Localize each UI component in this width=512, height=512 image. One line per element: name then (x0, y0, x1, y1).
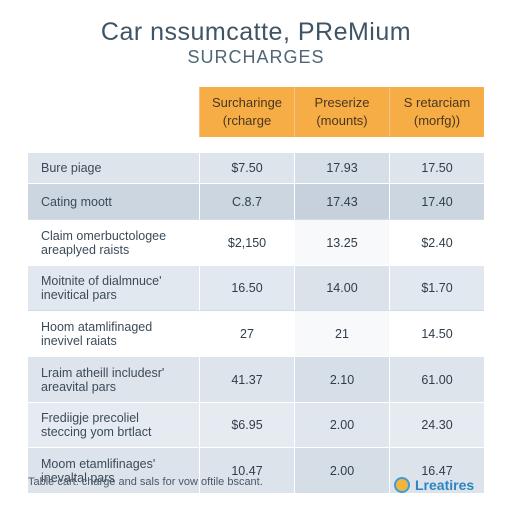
row-label-line: Moom etamlifinages' (41, 456, 156, 471)
table-cell: 13.25 (294, 219, 389, 265)
header-spacer (28, 137, 199, 152)
table-cell: 14.00 (294, 265, 389, 310)
table-cell: 41.37 (199, 356, 294, 402)
table-cell: 14.50 (389, 310, 484, 356)
brand-name: Lreatires (415, 477, 475, 493)
table-cell: 27 (199, 310, 294, 356)
table-cell: 10.47 (199, 447, 294, 493)
column-header-3: S retarciam (morfg)) (389, 87, 484, 137)
row-label: Moitnite of dialmnuce' inevitical pars (28, 265, 199, 310)
row-label-line: Frediigje precoliel (41, 411, 139, 425)
row-label: Hoom atamlifinaged inevivel raiats (28, 310, 199, 356)
header-spacer (389, 137, 484, 152)
table-cell: $2.40 (389, 219, 484, 265)
row-label: Frediigje precoliel steccing yom brtlact (28, 402, 199, 447)
column-header-2: Preserize (mounts) (294, 87, 389, 137)
row-label: Claim omerbuctologee areaplyed raists (28, 219, 199, 265)
column-header-1: Surcharinge (rcharge (199, 87, 294, 137)
row-label: Bure piage (28, 152, 199, 183)
row-label: Lraim atheill includesr' areavital pars (28, 356, 199, 402)
header-corner (28, 87, 199, 137)
row-label-line: inevaltal pars (41, 470, 115, 485)
row-label-line: inevitical pars (41, 288, 117, 302)
table-cell: $7.50 (199, 152, 294, 183)
table-cell: 2.10 (294, 356, 389, 402)
row-label-line: Lraim atheill includesr' (41, 365, 165, 380)
row-label: Moom etamlifinages' inevaltal pars (28, 447, 199, 493)
table-cell: C.8.7 (199, 183, 294, 219)
table-cell: 17.40 (389, 183, 484, 219)
table-cell: 16.50 (199, 265, 294, 310)
chart-title: Car nssumcatte, PReMium (100, 18, 412, 46)
brand-logo: Lreatires (394, 477, 474, 493)
chart-subtitle: SURCHARGES (187, 47, 325, 67)
table-cell: 24.30 (389, 402, 484, 447)
brand-badge-icon (394, 477, 410, 493)
footnote: Table cart. charge and sals for vow ofti… (28, 476, 263, 488)
table-cell: 17.43 (294, 183, 389, 219)
row-label-line: Hoom atamlifinaged (41, 319, 153, 334)
column-header-line: (rcharge (222, 113, 272, 128)
column-header-line: (morfg)) (413, 113, 461, 128)
row-label: Cating moott (28, 183, 199, 219)
table-cell: 17.50 (389, 152, 484, 183)
table-cell: $6.95 (199, 402, 294, 447)
row-label-line: Cating moott (41, 194, 112, 209)
column-header-line: (mounts) (316, 113, 368, 128)
table-cell: 61.00 (389, 356, 484, 402)
header-spacer (199, 137, 294, 152)
table-cell: $1.70 (389, 265, 484, 310)
row-label-line: steccing yom brtlact (41, 425, 152, 439)
row-label-line: Moitnite of dialmnuce' (41, 274, 162, 288)
surcharge-table: Surcharinge (rcharge Preserize (mounts) S re… (28, 87, 484, 493)
column-header-line: Preserize (314, 95, 370, 110)
table-cell: 17.93 (294, 152, 389, 183)
row-label-line: Bure piage (41, 161, 102, 175)
row-label-line: inevivel raiats (41, 333, 117, 348)
table-cell: $2,150 (199, 219, 294, 265)
column-header-line: Surcharinge (211, 95, 283, 110)
header-spacer (294, 137, 389, 152)
table-cell: 2.00 (294, 447, 389, 493)
row-label-line: areavital pars (41, 379, 117, 394)
row-label-line: areaplyed raists (41, 242, 130, 257)
table-cell: 2.00 (294, 402, 389, 447)
column-header-line: S retarciam (403, 95, 471, 110)
row-label-line: Claim omerbuctologee (41, 228, 167, 243)
table-cell: 21 (294, 310, 389, 356)
